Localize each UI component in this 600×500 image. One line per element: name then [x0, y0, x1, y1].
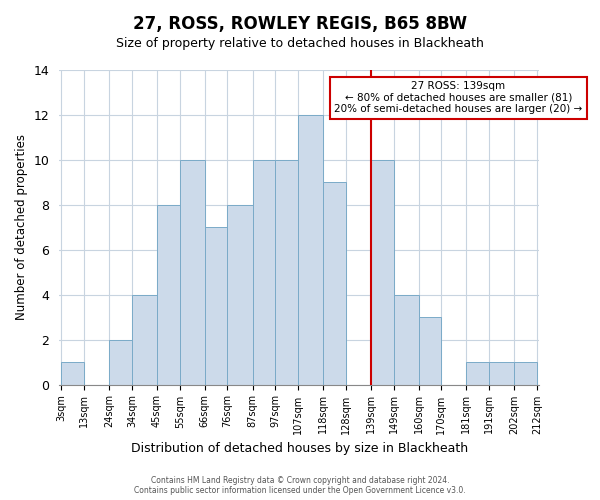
Text: Contains HM Land Registry data © Crown copyright and database right 2024.
Contai: Contains HM Land Registry data © Crown c…	[134, 476, 466, 495]
Bar	[132, 294, 157, 384]
Bar	[514, 362, 537, 384]
Bar	[227, 205, 253, 384]
Bar	[205, 228, 227, 384]
Text: 27, ROSS, ROWLEY REGIS, B65 8BW: 27, ROSS, ROWLEY REGIS, B65 8BW	[133, 15, 467, 33]
Text: Size of property relative to detached houses in Blackheath: Size of property relative to detached ho…	[116, 38, 484, 51]
Bar	[157, 205, 180, 384]
Bar	[298, 115, 323, 384]
Bar	[489, 362, 514, 384]
Y-axis label: Number of detached properties: Number of detached properties	[15, 134, 28, 320]
Bar	[275, 160, 298, 384]
Bar	[419, 317, 441, 384]
Bar	[180, 160, 205, 384]
Bar	[253, 160, 275, 384]
Bar	[371, 160, 394, 384]
Bar	[323, 182, 346, 384]
Bar	[466, 362, 489, 384]
Bar	[394, 294, 419, 384]
Text: 27 ROSS: 139sqm
← 80% of detached houses are smaller (81)
20% of semi-detached h: 27 ROSS: 139sqm ← 80% of detached houses…	[334, 81, 583, 114]
Bar	[61, 362, 84, 384]
Bar	[109, 340, 132, 384]
X-axis label: Distribution of detached houses by size in Blackheath: Distribution of detached houses by size …	[131, 442, 467, 455]
